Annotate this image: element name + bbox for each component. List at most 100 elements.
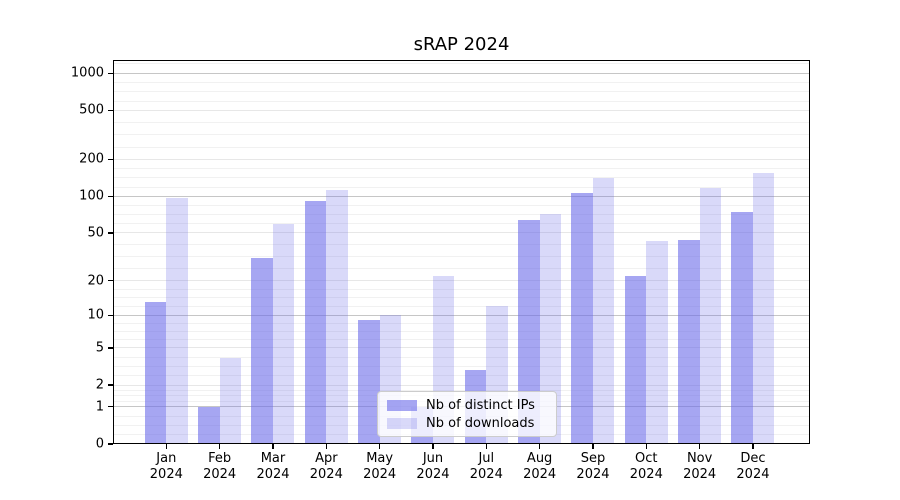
bar-distinct-ips-dec (731, 212, 753, 444)
gridline-minor (113, 177, 810, 179)
x-tick-label-line: 2024 (256, 467, 290, 482)
gridline-minor (113, 389, 810, 391)
legend-item-distinct-ips: Nb of distinct IPs (387, 398, 548, 413)
x-tick-label-line: Jul (478, 451, 495, 466)
gridline-major (113, 72, 810, 74)
bar-downloads-oct (646, 240, 668, 444)
x-tick (645, 444, 647, 449)
gridline-minor (113, 100, 810, 102)
gridline-minor (113, 146, 810, 148)
x-tick-label: Apr 2024 (293, 451, 359, 483)
bar-distinct-ips-sep (571, 193, 593, 444)
gridline-minor (113, 365, 810, 367)
gridline-minor (113, 256, 810, 258)
bar-distinct-ips-aug (518, 219, 540, 444)
x-tick-label-line: 2024 (523, 467, 557, 482)
bar-downloads-apr (326, 190, 348, 444)
y-tick-label: 1000 (70, 65, 104, 81)
x-tick-label-line: 2024 (416, 467, 450, 482)
x-tick-label-line: 2024 (363, 467, 397, 482)
bar-distinct-ips-nov (678, 239, 700, 444)
x-tick (432, 444, 434, 449)
chart-title: sRAP 2024 (413, 34, 510, 55)
gridline-sub (113, 347, 810, 349)
x-tick-label: May 2024 (347, 451, 413, 483)
x-tick-label-line: 2024 (683, 467, 717, 482)
legend-item-downloads: Nb of downloads (387, 416, 548, 431)
gridline-sub (113, 232, 810, 234)
x-tick-label-line: May (366, 451, 394, 466)
gridline-minor (113, 268, 810, 270)
x-tick (592, 444, 594, 449)
x-tick-label-line: 2024 (629, 467, 663, 482)
gridline-minor (113, 204, 810, 206)
x-tick-label: Aug 2024 (507, 451, 573, 483)
bar-downloads-sep (592, 178, 615, 444)
x-tick-label: Feb 2024 (187, 451, 253, 483)
gridline-minor (113, 297, 810, 299)
gridline-minor (113, 223, 810, 225)
bar-distinct-ips-apr (304, 201, 327, 444)
y-tick (108, 279, 113, 282)
x-tick (378, 444, 381, 449)
gridline-minor (113, 122, 810, 124)
x-tick-label-line: Feb (208, 451, 232, 466)
gridline-minor (113, 322, 810, 324)
y-tick-label: 10 (87, 307, 104, 323)
y-tick-label: 100 (79, 188, 104, 204)
bar-downloads-aug (539, 214, 562, 444)
gridline-sub (113, 109, 810, 111)
x-tick-label-line: 2024 (309, 467, 343, 482)
y-tick-label: 200 (79, 151, 104, 167)
gridline-minor (113, 214, 810, 216)
gridline-minor (113, 186, 810, 188)
legend-label-distinct-ips: Nb of distinct IPs (426, 397, 535, 413)
gridline-sub (113, 158, 810, 160)
y-tick (108, 443, 113, 445)
y-tick (108, 72, 113, 74)
bar-distinct-ips-feb (198, 406, 220, 444)
x-tick (538, 444, 541, 449)
x-tick-label-line: Nov (686, 451, 713, 466)
y-tick (108, 314, 113, 316)
y-tick (108, 109, 113, 112)
y-tick-label: 1 (95, 399, 104, 415)
gridline-sub (113, 384, 810, 386)
legend: Nb of distinct IPs Nb of downloads (377, 391, 557, 437)
y-tick (108, 158, 113, 161)
x-tick-label: Dec 2024 (720, 451, 786, 483)
y-tick-label: 20 (87, 273, 104, 289)
y-tick-label: 5 (95, 340, 104, 356)
gridline-minor (113, 288, 810, 290)
x-tick (272, 444, 274, 449)
legend-label-downloads: Nb of downloads (426, 415, 535, 431)
x-tick-label-line: Dec (740, 451, 766, 466)
gridline-minor (113, 306, 810, 308)
x-tick-label-line: Sep (580, 451, 606, 466)
plot-area (113, 60, 810, 444)
gridline-minor (113, 168, 810, 170)
x-tick-label-line: Jan (156, 451, 177, 466)
legend-swatch-distinct-ips (387, 399, 417, 411)
x-tick-label: Jul 2024 (453, 451, 519, 483)
bar-downloads-jan (166, 197, 188, 444)
bar-downloads-mar (272, 224, 295, 444)
x-tick-label: Jun 2024 (400, 451, 466, 483)
y-tick (108, 232, 113, 234)
y-tick-label: 0 (95, 436, 104, 452)
x-tick-label: Sep 2024 (560, 451, 626, 483)
x-tick (218, 444, 221, 449)
x-tick-label-line: Aug (526, 451, 553, 466)
gridline-minor (113, 91, 810, 93)
gridline-minor (113, 244, 810, 246)
y-tick (108, 347, 113, 349)
x-tick-label-line: 2024 (203, 467, 237, 482)
gridline-minor (113, 134, 810, 136)
y-tick (108, 195, 113, 198)
bar-downloads-nov (699, 187, 722, 444)
bar-distinct-ips-jan (144, 302, 167, 444)
gridline-minor (113, 331, 810, 333)
x-tick (325, 444, 327, 449)
x-tick-label: Oct 2024 (613, 451, 679, 483)
